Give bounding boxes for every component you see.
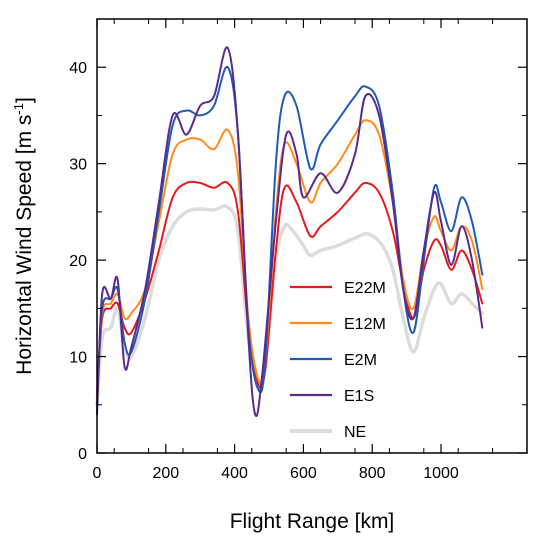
y-axis-title: Horizontal Wind Speed [m s-1] [11,97,36,375]
x-tick-label: 600 [290,465,317,482]
series-line-ne [95,204,485,407]
y-axis-title-superscript: -1 [11,103,26,115]
x-tick-label: 1000 [423,465,459,482]
axis-layer: 0 200 400 600 800 1000 0 10 20 30 40 [69,19,527,482]
legend-label-ne: NE [344,424,366,441]
series-line-e2m [96,66,484,406]
y-tick-label: 30 [69,157,87,174]
y-tick-label: 40 [69,60,87,77]
x-tick-label: 200 [152,465,179,482]
x-tick-label: 0 [93,465,102,482]
y-axis-title-end: ] [13,97,36,103]
legend-label-e12m: E12M [344,316,386,333]
y-tick-label: 10 [69,350,87,367]
y-tick-label: 20 [69,253,87,270]
legend-label-e22m: E22M [344,280,386,297]
y-axis-title-main: Horizontal Wind Speed [m s [13,115,36,375]
series-line-e22m [96,180,484,397]
x-tick-label: 400 [221,465,248,482]
x-axis-title: Flight Range [km] [230,510,395,533]
legend-label-e1s: E1S [344,388,374,405]
plot-frame [96,18,528,454]
y-tick-label: 0 [78,446,87,463]
series-layer [95,46,485,417]
series-line-e1s [96,46,484,417]
x-tick-label: 800 [359,465,386,482]
legend: E22M E12M E2M E1S NE [290,280,386,441]
legend-label-e2m: E2M [344,352,377,369]
